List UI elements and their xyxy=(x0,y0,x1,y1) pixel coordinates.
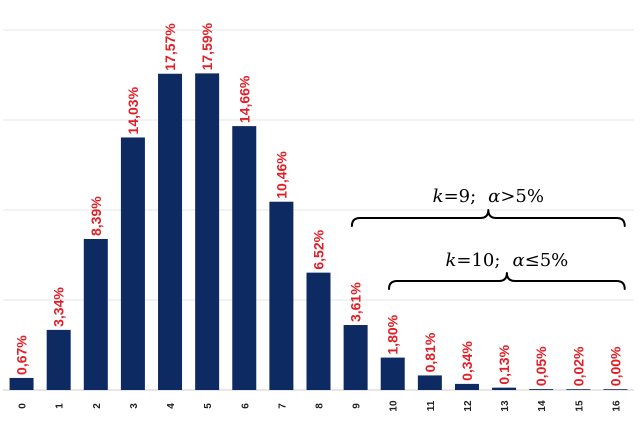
annotation-k9: k=9; α>5% xyxy=(350,186,626,227)
bar-value-label-0: 0,67% xyxy=(14,335,30,375)
bar-16 xyxy=(603,389,628,390)
annotation-k9-alpha-rel: >5% xyxy=(500,186,544,207)
annotation-k9-k-symbol: k xyxy=(433,186,444,207)
x-tick-label-10: 10 xyxy=(389,400,400,412)
bar-15 xyxy=(566,389,591,390)
x-tick-label-6: 6 xyxy=(240,403,251,409)
annotation-k9-brace xyxy=(350,209,626,227)
bar-value-label-15: 0,02% xyxy=(570,346,586,386)
bars xyxy=(9,73,628,391)
bar-value-label-8: 6,52% xyxy=(311,229,327,269)
bar-value-label-7: 10,46% xyxy=(273,151,289,199)
annotation-k10-label: k=10; α≤5% xyxy=(445,250,568,271)
x-tick-label-5: 5 xyxy=(203,403,214,409)
annotations: k=9; α>5% k=10; α≤5% xyxy=(350,186,626,290)
x-tick-label-15: 15 xyxy=(574,400,585,412)
x-tick-label-14: 14 xyxy=(537,400,548,412)
annotation-k9-alpha-symbol: α xyxy=(488,186,500,207)
annotation-k10-alpha-rel: ≤5% xyxy=(525,250,569,271)
bar-10 xyxy=(380,357,405,390)
bar-2 xyxy=(83,238,108,390)
bar-value-label-1: 3,34% xyxy=(51,287,67,327)
annotation-k10-k-value: =10; xyxy=(456,250,500,271)
annotation-k9-k-value: =9; xyxy=(444,186,477,207)
x-tick-label-12: 12 xyxy=(463,400,474,412)
bar-9 xyxy=(343,325,368,390)
bar-value-label-4: 17,57% xyxy=(162,23,178,71)
bar-value-label-9: 3,61% xyxy=(348,282,364,322)
x-tick-label-0: 0 xyxy=(18,403,29,409)
x-tick-label-7: 7 xyxy=(277,403,288,409)
bar-7 xyxy=(269,201,294,390)
bar-6 xyxy=(232,126,257,391)
bar-value-label-6: 14,66% xyxy=(236,75,252,123)
bar-0 xyxy=(9,377,34,390)
annotation-k10-k-symbol: k xyxy=(445,250,456,271)
bar-1 xyxy=(46,329,71,390)
bar-11 xyxy=(417,375,442,390)
x-tick-label-3: 3 xyxy=(129,403,140,409)
bar-13 xyxy=(492,387,517,390)
annotation-k9-label: k=9; α>5% xyxy=(433,186,544,207)
bar-3 xyxy=(120,137,145,390)
bar-value-label-5: 17,59% xyxy=(199,22,215,70)
bar-value-label-13: 0,13% xyxy=(496,344,512,384)
bar-value-label-14: 0,05% xyxy=(533,346,549,386)
x-axis-ticks: 0 1 2 3 4 5 6 7 8 9 10 11 12 13 14 15 16 xyxy=(18,400,623,412)
x-tick-label-1: 1 xyxy=(55,403,66,409)
annotation-k10: k=10; α≤5% xyxy=(388,250,626,290)
x-tick-label-13: 13 xyxy=(500,400,511,412)
bar-value-label-16: 0,00% xyxy=(607,346,623,386)
bar-value-label-11: 0,81% xyxy=(422,332,438,372)
bar-4 xyxy=(158,73,183,391)
x-tick-label-8: 8 xyxy=(315,403,326,409)
x-tick-label-11: 11 xyxy=(426,400,437,411)
x-tick-label-4: 4 xyxy=(166,403,177,409)
bar-5 xyxy=(195,73,220,390)
bar-value-label-3: 14,03% xyxy=(125,86,141,134)
x-tick-label-2: 2 xyxy=(92,403,103,409)
x-tick-label-9: 9 xyxy=(352,403,363,409)
bar-8 xyxy=(306,272,331,390)
annotation-k10-alpha-symbol: α xyxy=(512,250,524,271)
bar-12 xyxy=(454,383,479,390)
bar-value-labels: 0,67% 3,34% 8,39% 14,03% 17,57% 17,59% 14,66% 1… xyxy=(14,22,624,386)
bar-value-label-12: 0,34% xyxy=(459,341,475,381)
bar-14 xyxy=(529,389,554,390)
x-tick-label-16: 16 xyxy=(611,400,622,412)
bar-value-label-2: 8,39% xyxy=(88,196,104,236)
annotation-k10-brace xyxy=(388,272,626,290)
bar-value-label-10: 1,80% xyxy=(385,314,401,354)
